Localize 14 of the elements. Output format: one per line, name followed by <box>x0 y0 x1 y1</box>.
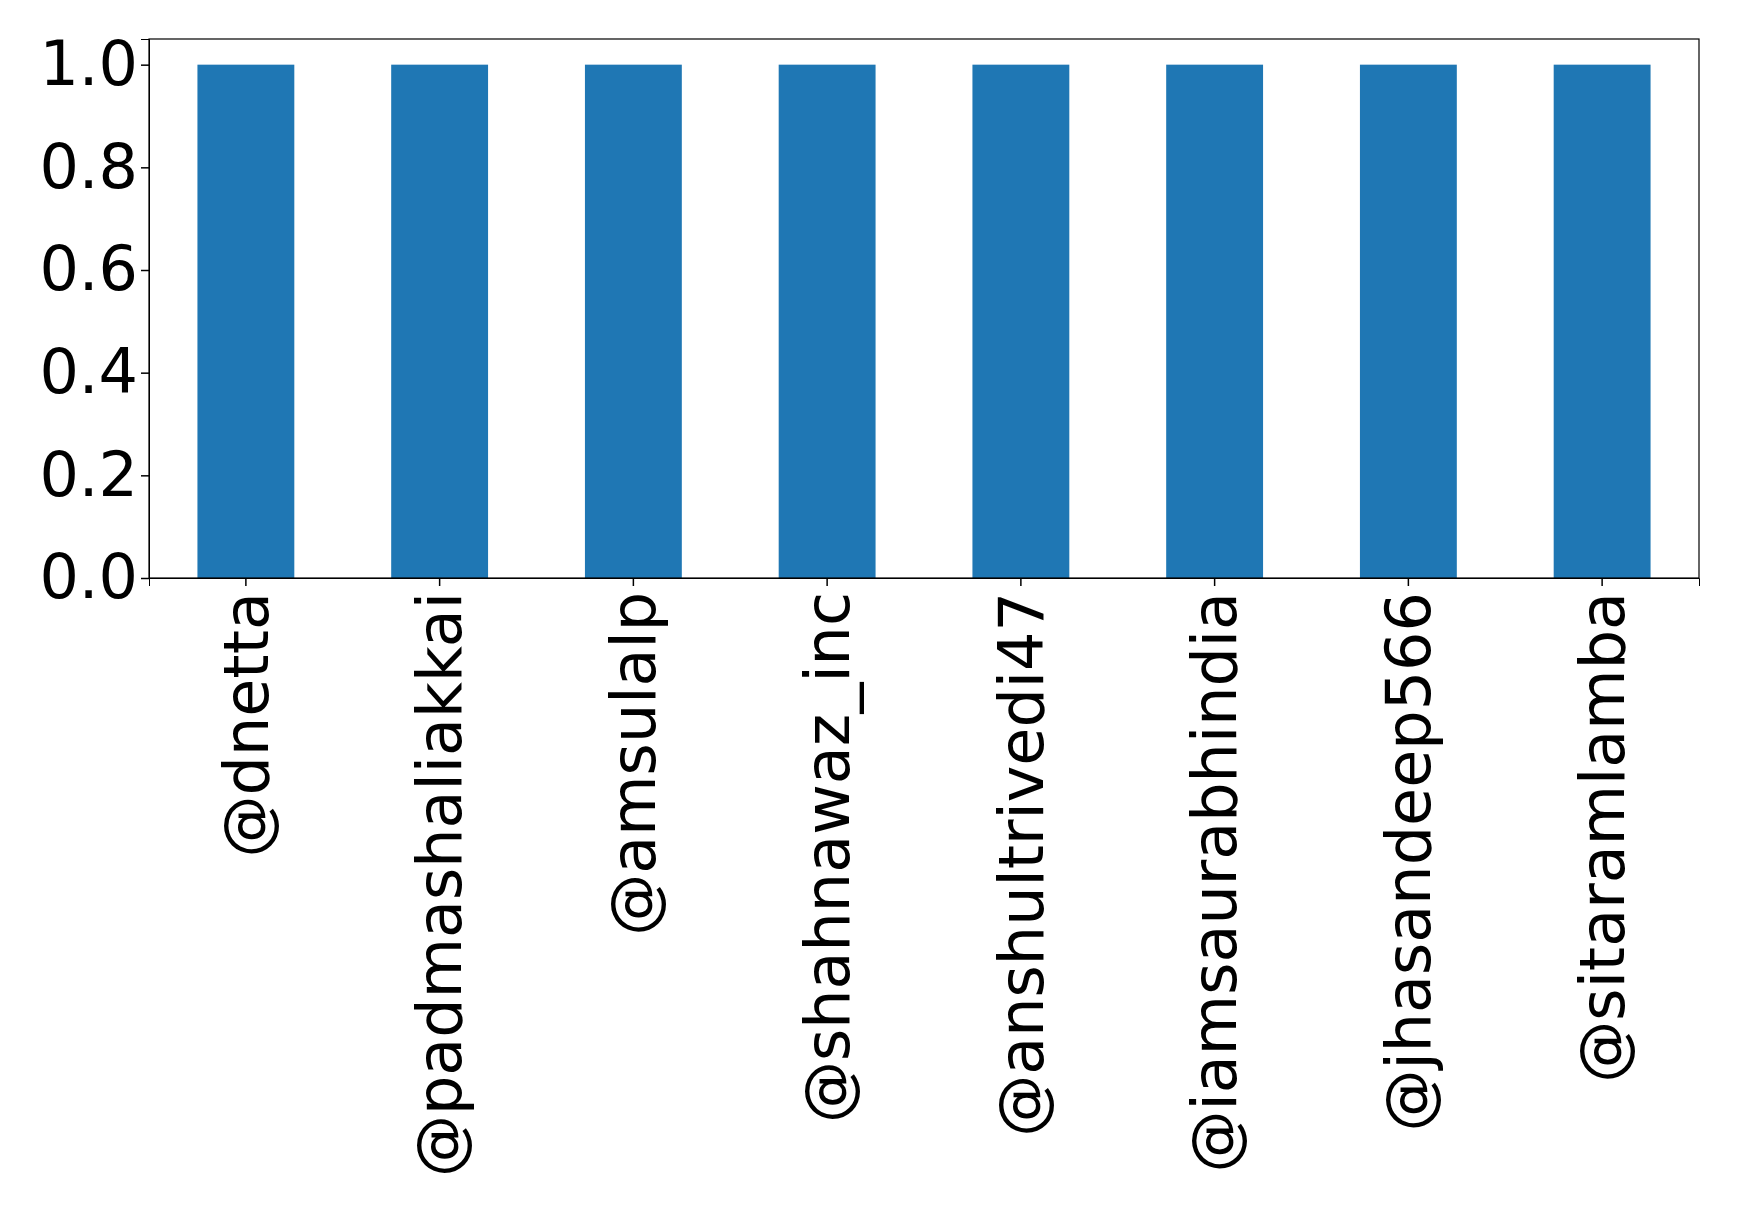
y-tick-label: 0.4 <box>39 335 138 409</box>
y-tick-label: 0.6 <box>39 232 138 306</box>
x-tick-label: @sitaramlamba <box>1565 592 1639 1083</box>
y-tick-label: 0.0 <box>39 540 138 614</box>
x-tick-label: @jhasandeep566 <box>1372 592 1446 1132</box>
y-tick-label: 0.2 <box>39 437 138 511</box>
x-tick-label: @iamsaurabhindia <box>1178 592 1252 1173</box>
x-tick-label: @anshultrivedi47 <box>984 592 1058 1137</box>
x-tick-label: @amsulalp <box>597 592 671 936</box>
x-tick-label: @padmashaliakkai <box>403 592 477 1178</box>
y-tick-label: 1.0 <box>39 27 138 101</box>
x-tick-label: @shahnawaz_inc <box>790 592 864 1124</box>
y-tick-label: 0.8 <box>39 129 138 203</box>
x-tick-label: @dnetta <box>209 592 283 858</box>
